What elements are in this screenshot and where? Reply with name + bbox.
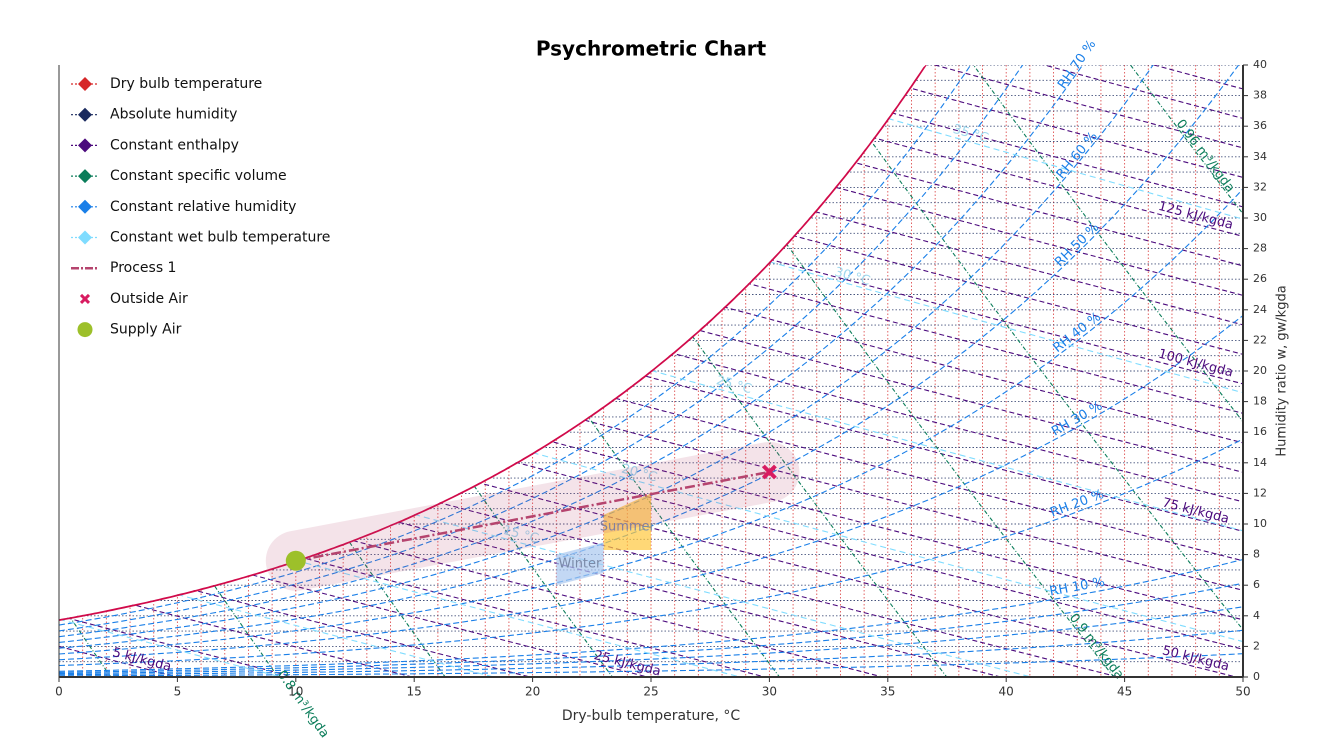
rh-line [59, 65, 1131, 638]
y-tick-label: 40 [1253, 58, 1267, 71]
line-label: 0.96 m³/kgda [1173, 117, 1238, 196]
y-tick-label: 8 [1253, 548, 1260, 561]
wet_bulb-line [414, 513, 1243, 677]
y-tick-label: 6 [1253, 578, 1260, 591]
volume-line [1231, 0, 1243, 6]
legend-label: Absolute humidity [110, 107, 237, 123]
line-label: 5 kJ/kgda [111, 645, 173, 675]
volume-line [295, 65, 835, 677]
legend-label: Constant enthalpy [110, 137, 239, 153]
zone [556, 542, 604, 586]
legend-label: Dry bulb temperature [110, 76, 262, 92]
zone-label: Summer [600, 520, 656, 535]
x-axis-label: Dry-bulb temperature, °C [562, 708, 741, 724]
legend-label: Outside Air [110, 291, 188, 307]
legend-label: Process 1 [110, 260, 176, 276]
legend-marker [78, 107, 92, 122]
rh-line [59, 188, 1243, 655]
y-tick-label: 22 [1253, 333, 1267, 346]
rh-line [59, 315, 1243, 661]
x-tick-label: 0 [55, 685, 63, 699]
legend-label: Constant wet bulb temperature [110, 230, 330, 246]
wet_bulb-line [177, 593, 788, 677]
legend-marker [79, 293, 91, 304]
enthalpy-line [443, 65, 1243, 208]
y-axis-label: Humidity ratio w, gw/kgda [1275, 285, 1290, 456]
y-tick-label: 38 [1253, 89, 1267, 102]
zone [603, 493, 651, 551]
enthalpy-line [118, 65, 1243, 296]
x-tick-label: 40 [999, 685, 1014, 699]
enthalpy-line [769, 65, 1243, 119]
x-tick-label: 30 [762, 685, 777, 699]
line-label: 25 °C [714, 373, 753, 397]
wet_bulb-line [887, 117, 1243, 220]
wet_bulb-line [650, 369, 1243, 532]
rh-line [59, 65, 1019, 626]
enthalpy-line [59, 615, 592, 677]
y-tick-label: 12 [1253, 486, 1267, 499]
legend-marker [78, 138, 92, 153]
rh-line [59, 653, 1243, 677]
supply-air-marker [285, 550, 306, 571]
line-label: 100 kJ/kgda [1157, 347, 1235, 381]
y-tick-label: 10 [1253, 517, 1267, 530]
legend-label: Constant relative humidity [110, 199, 296, 215]
line-label: 50 kJ/kgda [1161, 643, 1231, 674]
x-tick-label: 10 [288, 685, 303, 699]
y-tick-label: 26 [1253, 272, 1267, 285]
enthalpy-line [875, 65, 1243, 90]
y-tick-label: 28 [1253, 242, 1267, 255]
y-tick-label: 18 [1253, 395, 1267, 408]
x-tick-label: 5 [174, 685, 182, 699]
legend-marker [78, 77, 92, 91]
volume-line [59, 600, 161, 677]
wet_bulb-line [532, 452, 1243, 643]
y-tick-label: 2 [1253, 639, 1260, 652]
x-tick-label: 15 [407, 685, 422, 699]
volume-line [922, 65, 1243, 423]
enthalpy-line [550, 65, 1243, 178]
wet_bulb-line [295, 559, 1036, 677]
x-tick-label: 50 [1235, 685, 1250, 699]
outside-air-marker [761, 464, 777, 480]
process-line [295, 470, 770, 562]
line-label: 0.8 m³/kgda [274, 668, 332, 741]
x-tick-label: 35 [880, 685, 895, 699]
y-tick-label: 36 [1253, 119, 1267, 132]
legend-marker [77, 322, 93, 338]
enthalpy-line [59, 584, 711, 677]
wet_bulb-line [769, 261, 1243, 394]
legend-marker [78, 230, 92, 245]
x-tick-label: 45 [1117, 685, 1132, 699]
x-tick-label: 25 [643, 685, 658, 699]
enthalpy-line [59, 492, 1066, 677]
y-tick-label: 30 [1253, 211, 1267, 224]
line-label: 125 kJ/kgda [1157, 199, 1235, 233]
line-label: RH 10 % [1048, 575, 1106, 600]
y-tick-label: 14 [1253, 456, 1267, 469]
enthalpy-line [656, 65, 1243, 149]
y-tick-label: 4 [1253, 609, 1260, 622]
y-tick-label: 32 [1253, 180, 1267, 193]
rh-line [59, 65, 1072, 632]
y-tick-label: 16 [1253, 425, 1267, 438]
legend-label: Supply Air [110, 322, 182, 338]
enthalpy-line [331, 65, 1243, 237]
x-tick-label: 20 [525, 685, 540, 699]
y-tick-label: 20 [1253, 364, 1267, 377]
y-tick-label: 0 [1253, 670, 1260, 683]
legend-marker [78, 169, 92, 184]
chart-title: Psychrometric Chart [536, 37, 767, 61]
zone-label: Winter [559, 556, 603, 571]
y-tick-label: 24 [1253, 303, 1267, 316]
rh-line [59, 438, 1243, 667]
line-label: 35 °C [951, 122, 990, 146]
y-tick-label: 34 [1253, 150, 1267, 163]
legend-label: Constant specific volume [110, 168, 287, 184]
rh-line [59, 558, 1243, 672]
legend-marker [78, 199, 92, 214]
